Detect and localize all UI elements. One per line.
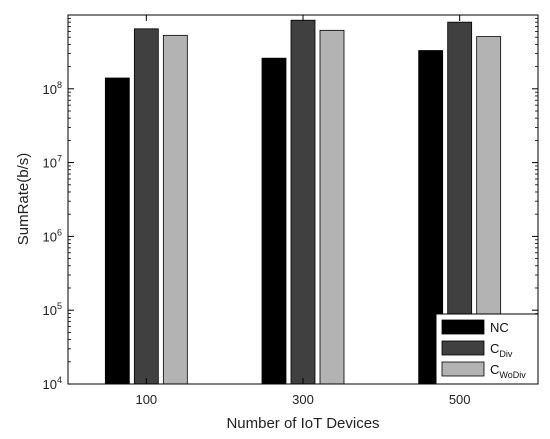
bar-nc-500: [418, 50, 444, 385]
x-tick-label: 500: [449, 392, 471, 407]
bar-c-wodiv-300: [319, 29, 345, 385]
bar-c-div-300: [290, 19, 316, 385]
bar-nc-300: [261, 57, 287, 385]
bar-c-wodiv-100: [162, 34, 188, 385]
legend: NC CDiv CWoDiv: [435, 313, 539, 385]
legend-label: NC: [490, 320, 509, 335]
y-tick-label: 107: [43, 154, 62, 171]
bars-group: [104, 19, 502, 385]
y-tick-label: 104: [43, 375, 62, 392]
x-tick-label: 300: [292, 392, 314, 407]
axes-group: 104 105 106 107 108 100 300 500: [43, 14, 539, 407]
legend-swatch: [441, 361, 485, 377]
legend-swatch: [441, 319, 485, 335]
legend-label: CDiv: [490, 341, 513, 359]
bar-nc-100: [104, 77, 130, 385]
y-tick-label: 108: [43, 80, 62, 97]
bar-c-div-100: [133, 28, 159, 385]
y-axis-title: SumRate(b/s): [15, 153, 32, 246]
x-axis-title: Number of IoT Devices: [226, 415, 379, 432]
y-tick-label: 105: [43, 301, 62, 318]
x-tick-label: 100: [135, 392, 157, 407]
legend-label: CWoDiv: [490, 362, 526, 380]
legend-swatch: [441, 340, 485, 356]
y-tick-label: 106: [43, 227, 62, 244]
